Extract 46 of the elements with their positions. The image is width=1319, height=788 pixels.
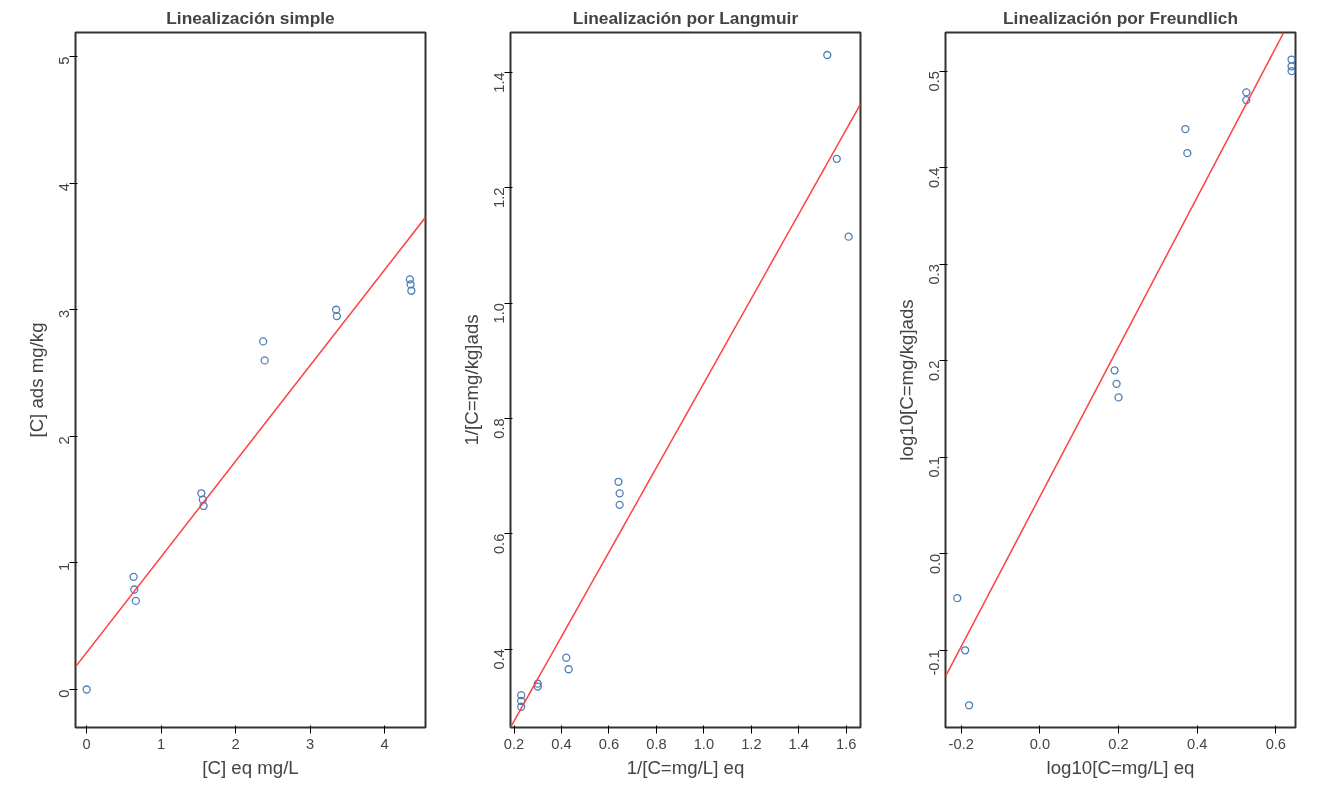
- y-axis-title: [C] ads mg/kg: [25, 322, 47, 438]
- x-tick-label: 0.8: [646, 735, 667, 752]
- x-tick-label: 0.2: [503, 735, 525, 752]
- y-tick-label: 1.4: [491, 72, 508, 93]
- x-tick-label: 0.2: [1108, 735, 1129, 752]
- y-tick-label: 0.4: [926, 167, 943, 189]
- x-tick-label: 1.4: [788, 735, 809, 752]
- y-tick-label: 0.2: [926, 360, 943, 382]
- chart-title: Linealización por Langmuir: [572, 7, 799, 28]
- x-tick-label: 0: [82, 735, 91, 752]
- x-tick-label: 1.0: [693, 735, 715, 752]
- x-tick-label: 1: [157, 735, 166, 752]
- y-tick-label: 0.4: [491, 649, 508, 670]
- x-axis-title: log10[C=mg/L] eq: [1046, 756, 1195, 778]
- y-tick-label: 0.6: [491, 533, 508, 555]
- x-tick-label: 0.6: [1265, 735, 1287, 752]
- y-tick-label: 0.8: [491, 418, 508, 439]
- x-tick-label: 3: [306, 735, 315, 752]
- x-tick-label: 0.6: [598, 735, 620, 752]
- y-tick-label: 1.0: [491, 303, 508, 324]
- x-axis-title: 1/[C=mg/L] eq: [626, 756, 745, 778]
- y-tick-label: 2: [56, 436, 73, 445]
- y-tick-label: 4: [56, 183, 73, 192]
- y-tick-label: 0.3: [926, 264, 943, 285]
- chart-title: Linealización simple: [166, 7, 336, 28]
- x-axis-title: [C] eq mg/L: [202, 756, 299, 778]
- y-tick-label: 1.2: [491, 187, 508, 209]
- y-tick-label: 3: [56, 309, 73, 318]
- y-tick-label: 1: [56, 562, 73, 572]
- y-tick-label: 0.1: [926, 457, 943, 478]
- x-tick-label: 0.4: [1187, 735, 1208, 752]
- x-tick-label: 1.6: [836, 735, 857, 752]
- x-tick-label: 0.0: [1029, 735, 1051, 752]
- x-tick-label: 4: [380, 735, 389, 752]
- chart-title: Linealización por Freundlich: [1003, 7, 1238, 28]
- y-tick-label: 0.5: [926, 71, 943, 92]
- y-tick-label: 0.0: [926, 553, 943, 575]
- y-tick-label: 0: [56, 689, 73, 698]
- x-tick-label: 1.2: [741, 735, 762, 752]
- y-axis-title: log10[C=mg/kg]ads: [895, 299, 917, 461]
- x-tick-label: 2: [231, 735, 240, 752]
- y-tick-label: -0.1: [926, 650, 943, 676]
- x-tick-label: 0.4: [551, 735, 572, 752]
- x-tick-label: -0.2: [948, 735, 974, 752]
- y-tick-label: 5: [56, 56, 73, 65]
- y-axis-title: 1/[C=mg/kg]ads: [460, 314, 482, 446]
